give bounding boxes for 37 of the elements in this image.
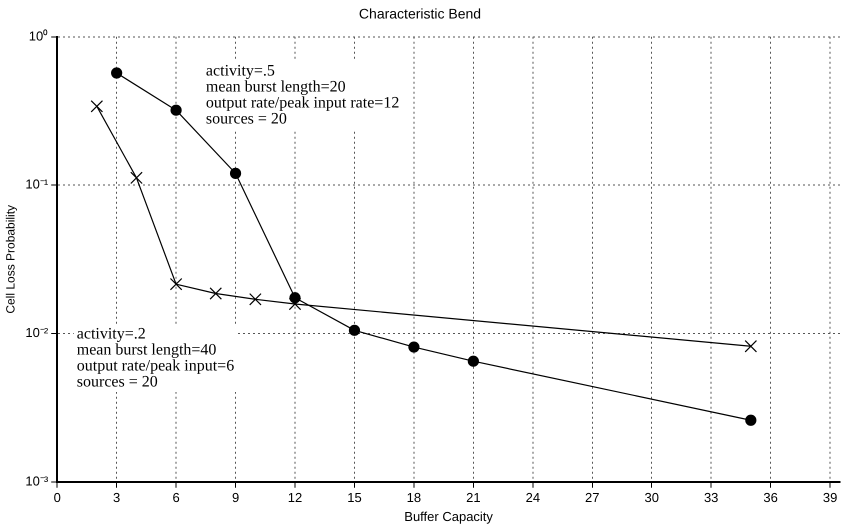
x-tick-label: 39 [822, 490, 838, 506]
x-tick-label: 0 [54, 490, 61, 506]
y-tick-label: 10⁻¹ [25, 176, 49, 192]
annotation: activity=.2 mean burst length=40 output rate/peak input=6 sources = 20 [76, 325, 234, 390]
x-tick-label: 9 [232, 490, 240, 506]
point [249, 293, 262, 306]
point [170, 104, 182, 116]
x-tick-label: 15 [347, 490, 362, 506]
x-tick-label: 33 [704, 490, 718, 506]
x-tick-label: 6 [172, 490, 180, 506]
x-tick-label: 18 [406, 490, 422, 506]
y-tick-label: 10⁻³ [25, 473, 49, 488]
point [130, 172, 143, 184]
x-tick-label: 30 [644, 490, 659, 506]
x-tick-label: 36 [763, 490, 778, 506]
point [209, 287, 222, 300]
point [408, 341, 420, 353]
point [348, 324, 360, 336]
point [230, 168, 242, 179]
point [745, 414, 756, 426]
point [90, 100, 104, 113]
annotation: activity=.5 mean burst length=20 output rate/peak input rate=12 sources = 20 [206, 62, 400, 128]
x-tick-label: 12 [288, 490, 302, 506]
point [744, 340, 758, 353]
x-axis-title: Buffer Capacity [404, 508, 494, 524]
x-tick-label: 21 [466, 490, 481, 506]
x-tick-label: 3 [113, 490, 120, 506]
y-axis-title: Cell Loss Probability [4, 204, 18, 314]
x-tick-label: 27 [585, 490, 600, 506]
chart-title: Characteristic Bend [358, 5, 482, 22]
y-tick-label: 10⁻² [25, 325, 49, 340]
y-tick-label: 10⁰ [28, 28, 48, 44]
point [170, 278, 182, 290]
point [288, 298, 302, 310]
point [468, 356, 479, 367]
x-tick-label: 24 [526, 490, 540, 506]
point [111, 67, 122, 79]
